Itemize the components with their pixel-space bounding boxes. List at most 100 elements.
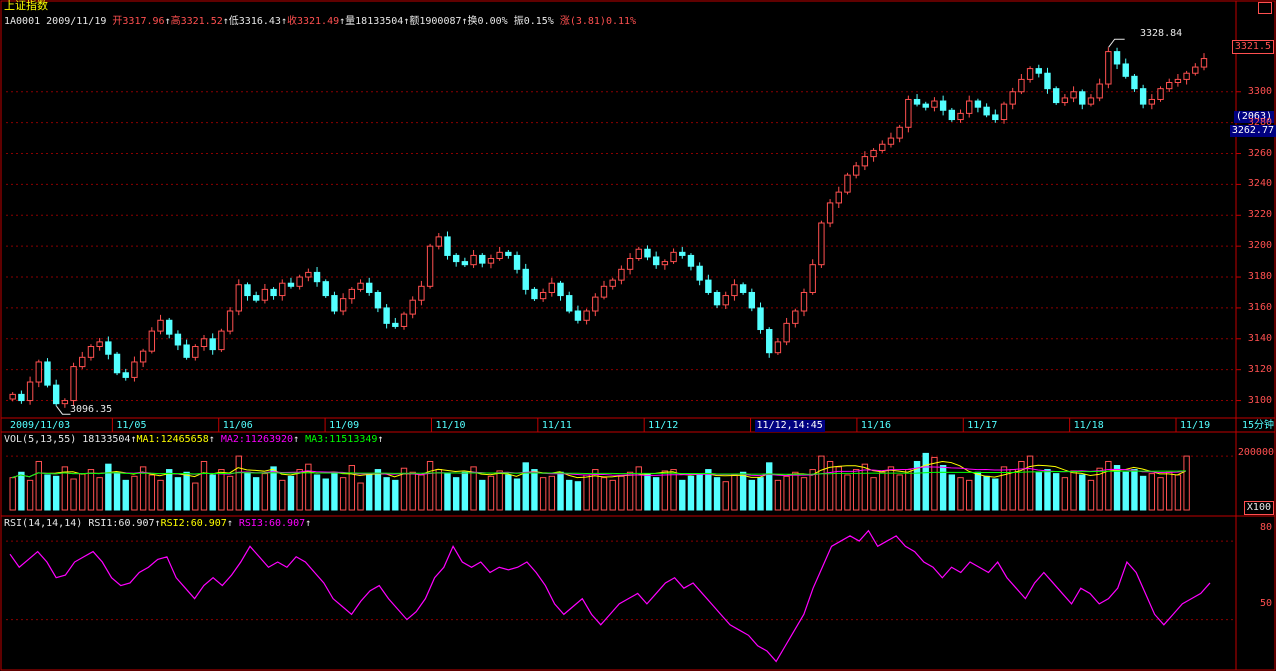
ma2-label: MA2:	[220, 434, 245, 445]
volume-bar	[35, 460, 42, 511]
volume-bars[interactable]	[9, 452, 1190, 511]
window-toggle-button[interactable]	[1258, 2, 1272, 14]
volume-bar	[200, 460, 208, 511]
volume-bar	[757, 477, 764, 511]
volume-bar	[705, 469, 712, 511]
open-value: 3317.96	[122, 16, 165, 27]
date-tick-label: 11/19	[1180, 420, 1211, 431]
index-title: 上证指数	[4, 0, 48, 12]
volume-bar	[731, 474, 738, 511]
volume-bar	[974, 471, 982, 511]
up-arrow-icon: ↑	[293, 434, 300, 445]
volume-bar	[331, 471, 338, 511]
volume-bar	[226, 475, 234, 511]
volume-bar	[1035, 471, 1042, 511]
rsi2-label: RSI2:	[160, 518, 191, 529]
volume-bar	[748, 479, 756, 511]
volume-bar	[452, 477, 460, 511]
volume-bar	[609, 479, 616, 511]
candle-body	[896, 126, 903, 139]
vol-label: VOL(5,13,55)	[4, 434, 77, 445]
candle-body	[1026, 68, 1034, 80]
candle-body	[931, 100, 938, 108]
amplitude-label: 振	[513, 16, 524, 27]
candle-body	[983, 106, 990, 116]
volume-bar	[566, 479, 573, 511]
volume-bar	[52, 475, 60, 511]
volume-bar	[957, 477, 964, 511]
candlestick-series[interactable]	[9, 38, 1208, 415]
candle-body	[44, 361, 51, 386]
candle-body	[913, 98, 921, 105]
volume-bar	[87, 469, 95, 511]
volume-value: 18133504	[355, 16, 404, 27]
volume-bar	[592, 469, 599, 511]
candle-body	[444, 236, 451, 256]
candle-body	[461, 261, 469, 266]
volume-bar	[722, 481, 729, 511]
candle-body	[1131, 75, 1138, 90]
volume-bar	[131, 475, 138, 511]
volume-bar	[835, 466, 842, 511]
candle-body	[400, 313, 408, 327]
candle-body	[966, 100, 973, 114]
volume-bar	[905, 469, 912, 511]
candle-body	[687, 254, 695, 267]
volume-bar	[313, 474, 321, 511]
candle-body	[392, 322, 399, 327]
candle-body	[1192, 66, 1199, 74]
volume-bar	[1000, 466, 1008, 511]
date-tick-label: 11/12	[648, 420, 679, 431]
volume-bar	[1079, 474, 1086, 511]
candle-body	[939, 100, 947, 111]
volume-bar	[809, 469, 816, 511]
volume-bar	[79, 473, 86, 511]
volume-bar	[513, 478, 521, 511]
volume-bar	[887, 466, 895, 511]
rsi1-line	[9, 529, 1211, 663]
candle-body	[1113, 51, 1121, 65]
candle-body	[618, 268, 625, 281]
volume-bar	[696, 473, 703, 511]
candle-body	[470, 254, 477, 266]
date-tick-label: 11/16	[860, 420, 892, 431]
candle-body	[679, 251, 686, 256]
volume-bar	[174, 477, 182, 511]
volume-bar	[1026, 455, 1034, 511]
volume-bar	[644, 473, 651, 511]
date-tick-label: 11/06	[222, 420, 253, 431]
candle-body	[957, 112, 964, 121]
volume-bar	[105, 463, 112, 511]
rsi3-label: RSI3:	[238, 518, 269, 529]
price-tick-label: 3180	[1247, 271, 1272, 283]
vol-axis-200000: 200000	[1237, 447, 1274, 458]
volume-bar	[861, 463, 869, 511]
candle-body	[183, 344, 190, 358]
rsi-axis-80: 80	[1259, 522, 1272, 533]
candle-body	[1166, 81, 1173, 90]
volume-bar	[939, 465, 947, 511]
candle-body	[566, 295, 573, 312]
candle-body	[261, 288, 269, 301]
rsi2-value: 60.907	[190, 518, 227, 529]
volume-bar	[852, 469, 860, 511]
volume-bar	[1183, 455, 1190, 511]
volume-bar	[209, 474, 216, 511]
low-value: 3316.43	[238, 16, 281, 27]
candle-body	[9, 393, 16, 400]
volume-bar	[1009, 469, 1016, 511]
candle-body	[70, 366, 77, 402]
candle-body	[496, 251, 503, 260]
candle-body	[818, 222, 825, 266]
candle-body	[809, 264, 816, 293]
candle-body	[870, 149, 877, 158]
date-tick-label: 11/18	[1073, 420, 1104, 431]
candle-body	[61, 400, 69, 405]
candle-body	[722, 295, 729, 306]
candle-body	[992, 114, 999, 121]
volume-bar	[322, 478, 329, 511]
volume-bar	[113, 471, 121, 511]
candle-body	[166, 319, 173, 335]
candle-body	[783, 322, 790, 343]
